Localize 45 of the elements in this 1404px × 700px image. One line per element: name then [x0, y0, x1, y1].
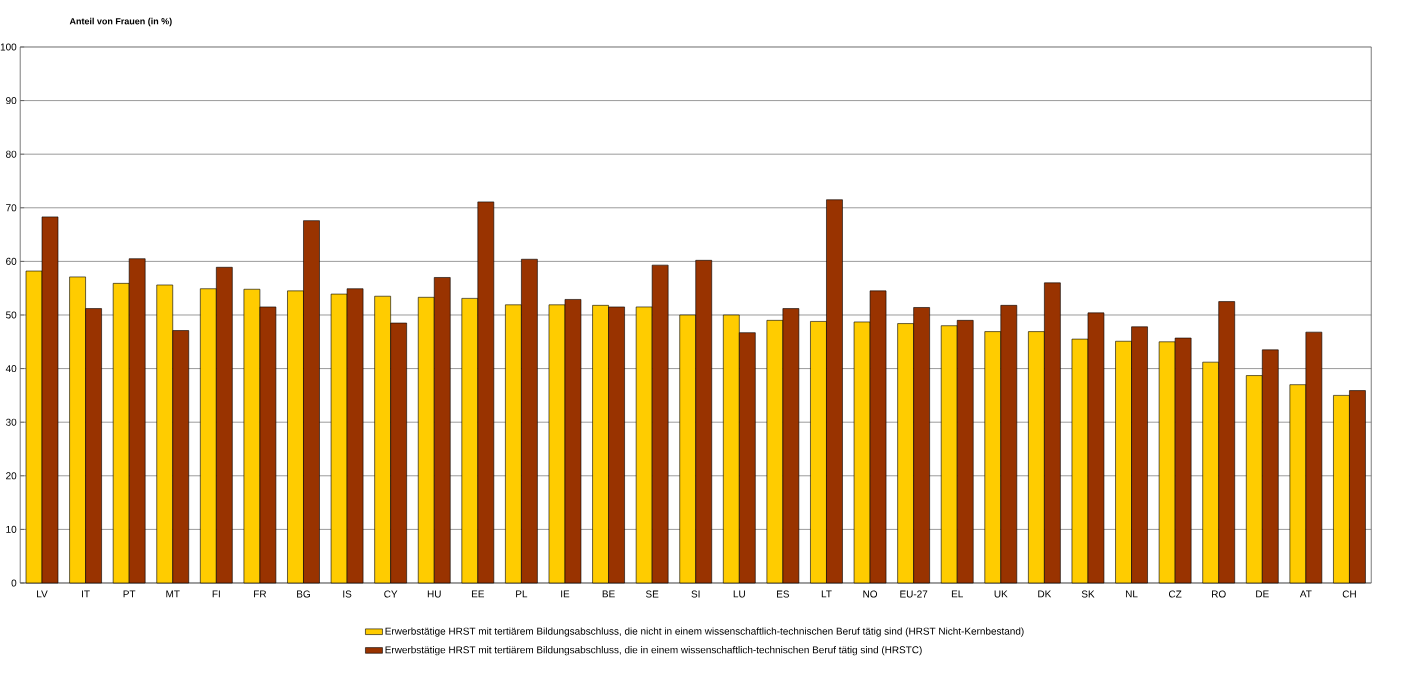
x-tick-label: SE	[645, 590, 659, 598]
y-tick-label: 20	[6, 472, 17, 480]
x-tick-label: EU-27	[900, 590, 928, 598]
x-tick-label: MT	[166, 590, 180, 598]
x-tick-label: HU	[427, 590, 441, 598]
y-tick-label: 60	[6, 257, 17, 265]
x-tick-label: BG	[297, 590, 310, 598]
x-tick-label: AT	[1299, 590, 1312, 598]
y-tick-label: 80	[6, 150, 17, 158]
y-tick-label: 30	[5, 418, 17, 426]
y-axis-title: Anteil von Frauen (in %)	[69, 17, 172, 27]
x-tick-label: FI	[212, 590, 220, 598]
y-tick-label: 100	[0, 43, 17, 51]
x-tick-label: LT	[821, 590, 832, 598]
x-tick-label: IT	[82, 590, 90, 598]
x-tick-label: RO	[1212, 590, 1226, 598]
x-tick-label: LV	[37, 590, 48, 598]
y-tick-label: 0	[11, 579, 17, 587]
x-tick-label: IE	[561, 590, 570, 598]
x-tick-label: IS	[343, 590, 352, 598]
x-tick-label: PT	[123, 590, 136, 598]
x-tick-label: EE	[471, 590, 485, 598]
y-tick-label: 70	[6, 204, 17, 212]
x-tick-label: SK	[1081, 590, 1095, 598]
x-tick-label: CY	[384, 590, 398, 598]
y-tick-label: 90	[6, 97, 17, 105]
y-tick-label: 10	[6, 525, 17, 533]
x-tick-label: NO	[863, 590, 878, 598]
x-tick-label: NL	[1125, 590, 1138, 598]
x-tick-label: UK	[994, 590, 1008, 598]
y-tick-label: 50	[6, 311, 17, 319]
y-tick-label: 40	[5, 365, 17, 373]
x-tick-label: CH	[1342, 590, 1356, 598]
x-tick-label: DE	[1256, 590, 1269, 598]
x-tick-label: FR	[254, 590, 267, 598]
legend-label: Erwerbstätige HRST mit tertiärem Bildungsabschluss, die in einem wissenschaftlich-technischen Beruf tätig sind (HRSTC)	[385, 646, 922, 656]
x-tick-label: PL	[516, 590, 528, 598]
x-tick-label: SI	[691, 590, 700, 598]
x-tick-label: DK	[1038, 590, 1052, 598]
x-tick-label: EL	[951, 590, 963, 598]
x-tick-label: LU	[733, 590, 745, 598]
x-tick-label: CZ	[1168, 590, 1182, 598]
x-tick-label: ES	[777, 590, 790, 598]
x-tick-label: BE	[602, 590, 615, 598]
legend-label: Erwerbstätige HRST mit tertiärem Bildungsabschluss, die nicht in einem wissenschaftlich-technischen Beruf tätig sind (HRST Nicht-Kernbestand)	[385, 627, 1024, 637]
